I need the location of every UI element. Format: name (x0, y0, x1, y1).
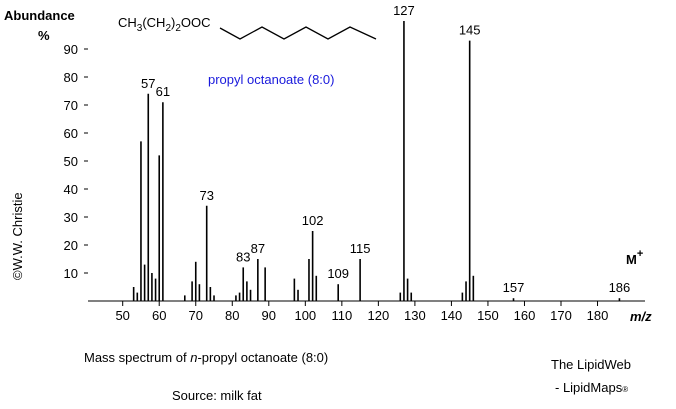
x-tick-label: 160 (514, 308, 536, 323)
x-label: m/z (630, 309, 652, 324)
structure (219, 26, 377, 40)
x-tick-label: 120 (368, 308, 390, 323)
peak-label: 127 (393, 3, 415, 18)
peak-label: 145 (459, 23, 481, 38)
source: Source: milk fat (172, 388, 262, 403)
mi-text: M (626, 252, 637, 267)
y-tick-label: 30 (64, 210, 78, 225)
y-unit: % (38, 28, 50, 43)
peak-label: 87 (251, 241, 265, 256)
brand: The LipidWeb (551, 357, 631, 372)
x-tick-label: 150 (477, 308, 499, 323)
formula: CH3(CH2)2OOC (118, 15, 211, 34)
formula-sub: 2 (165, 23, 171, 34)
formula-part: ) (171, 15, 175, 30)
peak-label: 115 (350, 241, 371, 256)
y-tick-label: 10 (64, 266, 78, 281)
brand: - LipidMaps® (555, 380, 628, 395)
y-tick-label: 70 (64, 98, 78, 113)
x-tick-label: 60 (152, 308, 166, 323)
y-tick-label: 20 (64, 238, 78, 253)
formula-part: CH (118, 15, 137, 30)
formula-part: OOC (181, 15, 211, 30)
x-tick-label: 130 (404, 308, 426, 323)
caption-part: -propyl octanoate (8:0) (197, 350, 328, 365)
x-tick-label: 100 (294, 308, 316, 323)
caption: Mass spectrum of n-propyl octanoate (8:0… (84, 350, 328, 365)
peak-label: 57 (141, 76, 155, 91)
copyright: ©W.W. Christie (10, 192, 25, 280)
peak-label: 186 (609, 280, 631, 295)
x-tick-label: 180 (587, 308, 609, 323)
y-tick-label: 90 (64, 42, 78, 57)
caption-part: n (190, 350, 197, 365)
x-tick-label: 170 (550, 308, 572, 323)
formula-part: (CH (142, 15, 165, 30)
peak-label: 73 (199, 188, 213, 203)
x-tick-label: 70 (189, 308, 203, 323)
brand-part: - LipidMaps (555, 380, 623, 395)
peak-label: 61 (156, 84, 170, 99)
x-tick-label: 140 (441, 308, 463, 323)
y-label: Abundance (4, 8, 75, 23)
brand-part: ® (622, 385, 628, 394)
molecular-ion: M+ (626, 248, 643, 267)
y-tick-label: 40 (64, 182, 78, 197)
peak-label: 102 (302, 213, 324, 228)
mi-sup: + (637, 248, 643, 260)
x-tick-label: 80 (225, 308, 239, 323)
caption-part: Mass spectrum of (84, 350, 190, 365)
peak-label: 83 (236, 249, 250, 264)
formula-sub: 3 (137, 23, 143, 34)
peak-label: 109 (327, 266, 349, 281)
formula-sub: 2 (175, 23, 181, 34)
x-tick-label: 110 (331, 308, 352, 323)
compound-name: propyl octanoate (8:0) (208, 72, 334, 87)
x-tick-label: 90 (262, 308, 276, 323)
y-tick-label: 60 (64, 126, 78, 141)
y-tick-label: 80 (64, 70, 78, 85)
x-tick-label: 50 (115, 308, 129, 323)
peak-label: 157 (503, 280, 525, 295)
y-tick-label: 50 (64, 154, 78, 169)
